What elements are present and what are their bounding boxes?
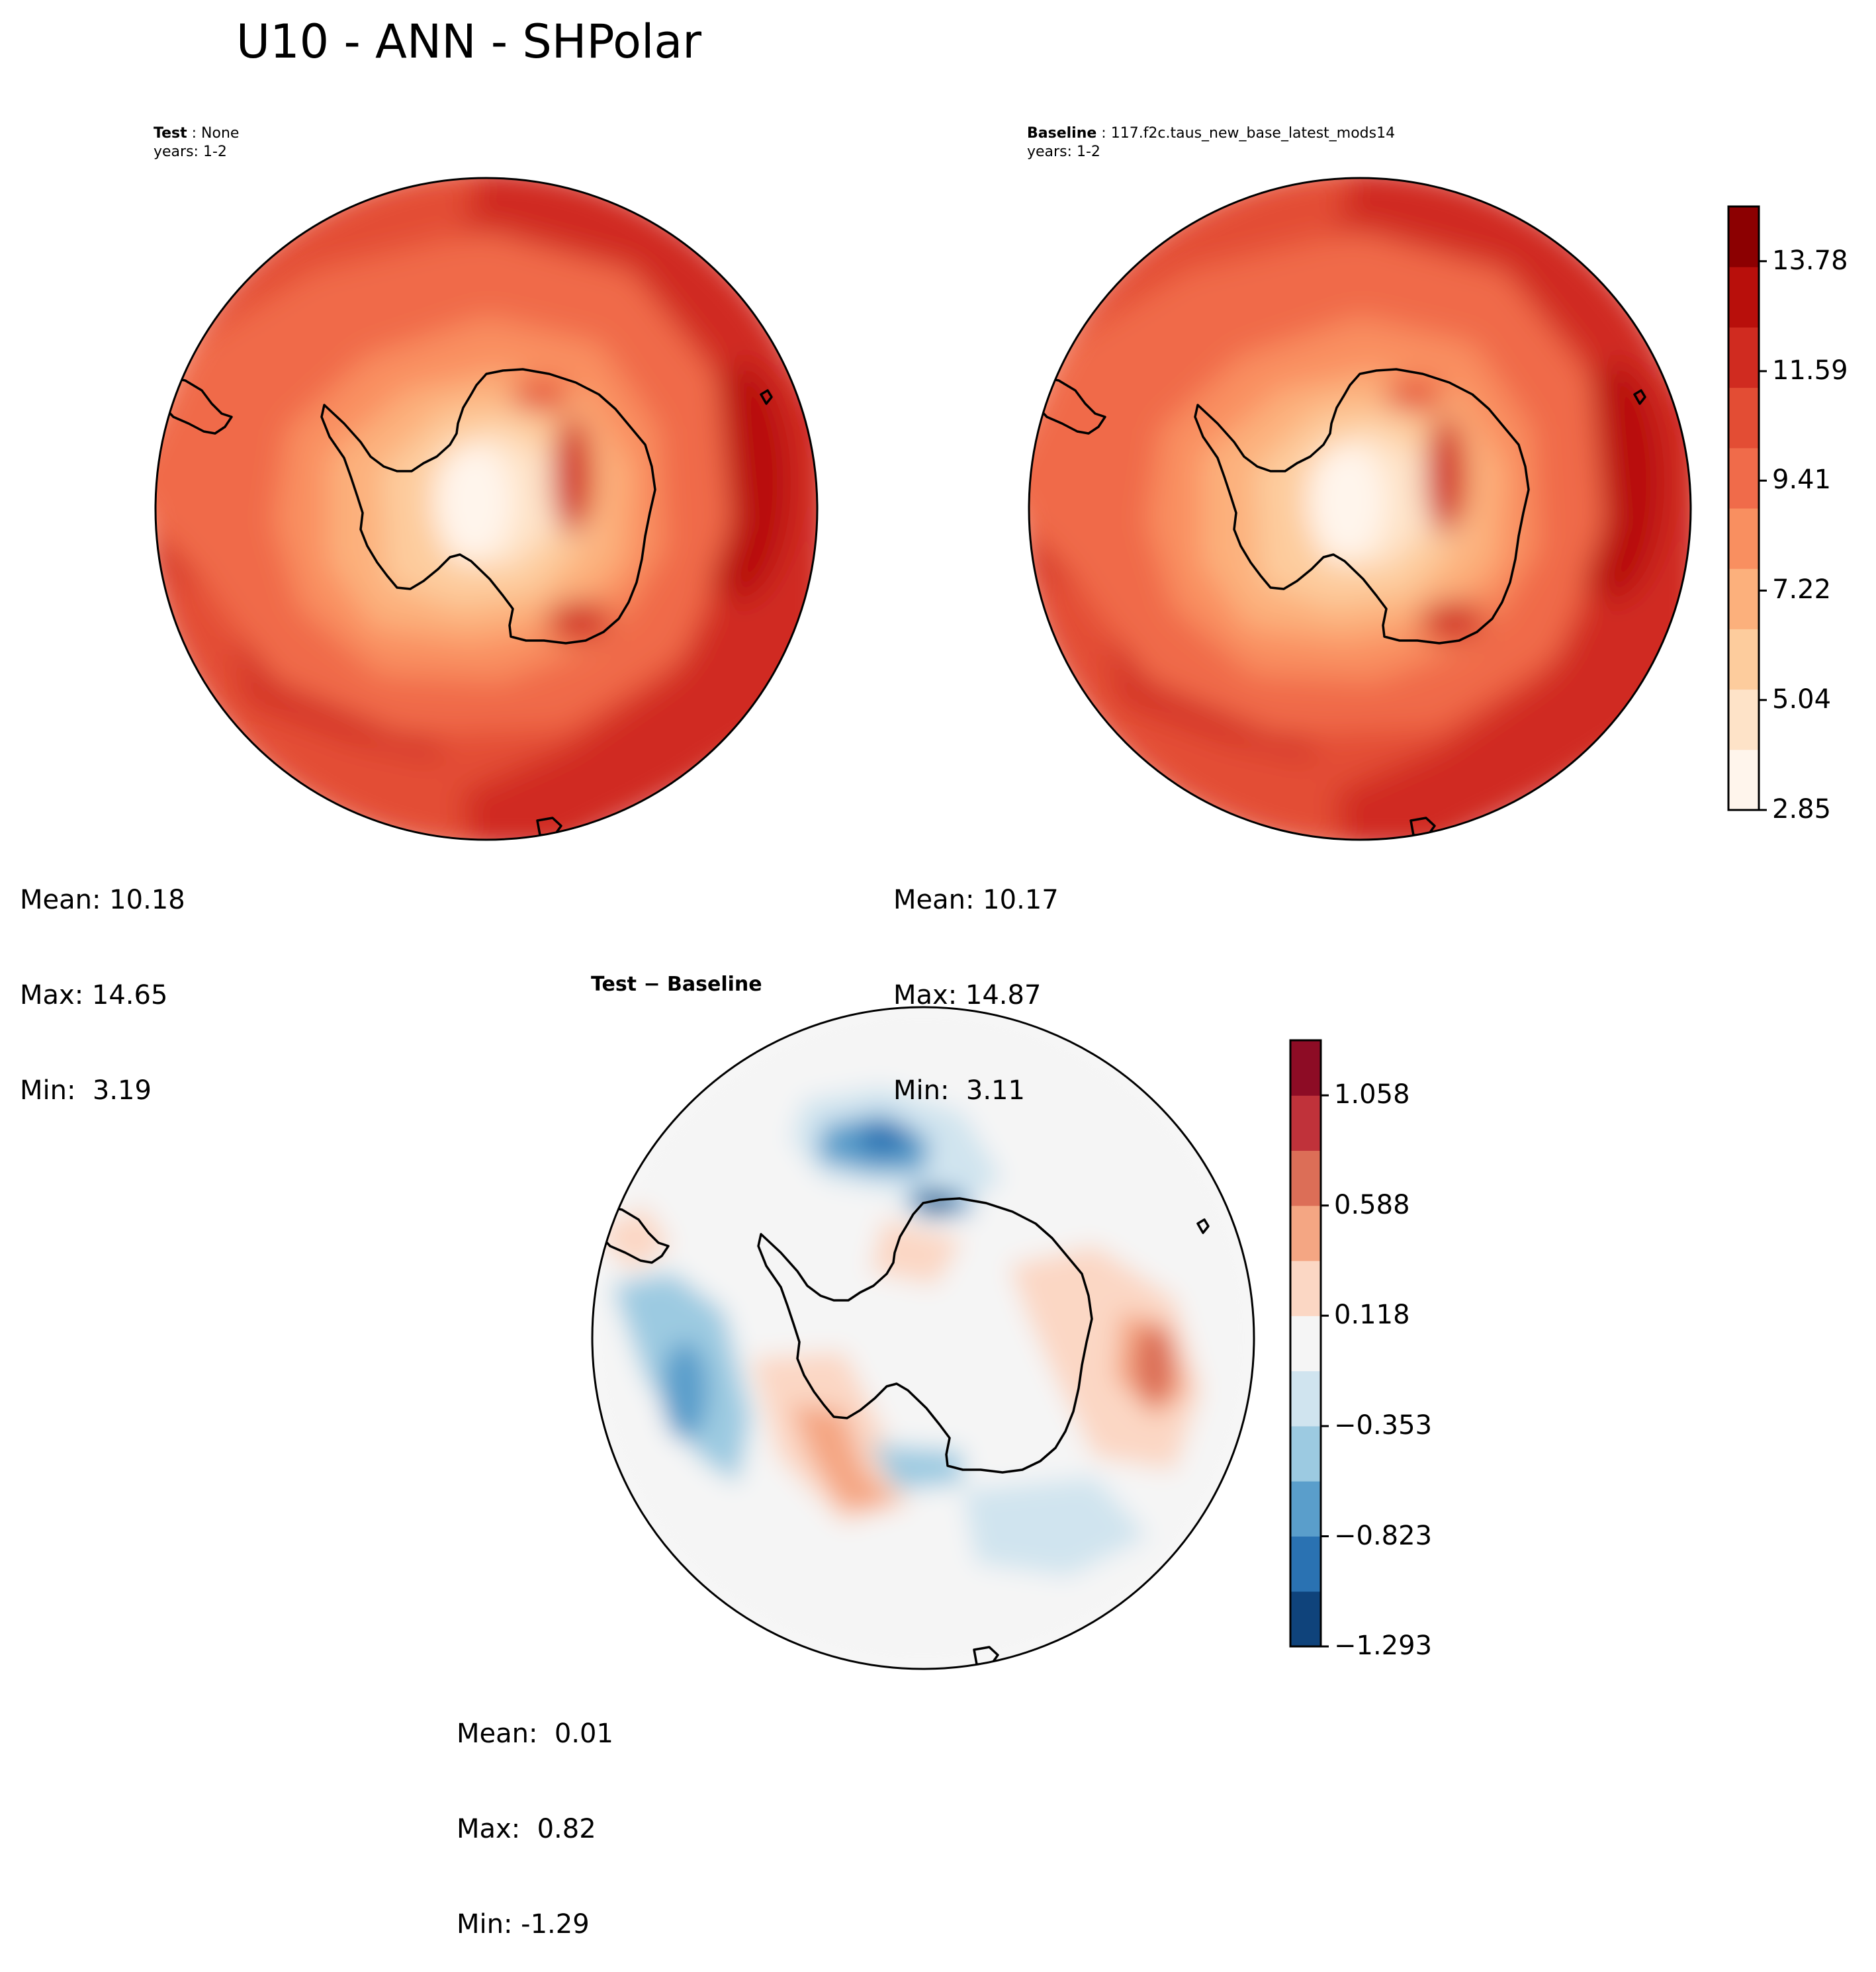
colorbar-segment [1290,1316,1321,1372]
diff-map [591,1006,1255,1670]
colorbar-segment [1290,1261,1321,1316]
colorbar-frame [1289,1039,1322,1648]
baseline-map [1028,177,1692,841]
test-min: Min: 3.19 [20,1075,152,1106]
colorbar-tick-label: 0.588 [1334,1189,1410,1220]
colorbar-tick-label: −0.823 [1334,1520,1433,1551]
test-map [154,177,819,841]
test-stats: Mean: 10.18 Max: 14.65 Min: 3.19 [20,821,185,1138]
baseline-min: Min: 3.11 [893,1075,1025,1106]
colorbar-u10 [1727,205,1767,811]
colorbar-tick-label: 11.59 [1772,355,1848,386]
diff-max: Max: 0.82 [457,1814,596,1844]
test-map-boundary [154,177,819,841]
colorbar-segment [1290,1150,1321,1206]
colorbar-diff [1289,1039,1329,1648]
colorbar-segment [1290,1591,1321,1647]
baseline-years: years: 1-2 [1027,144,1100,160]
colorbar-segment [1290,1370,1321,1427]
colorbar-segment [1290,1425,1321,1482]
colorbar-segment [1728,447,1759,509]
colorbar-segment [1728,327,1759,388]
colorbar-tick-label: 0.118 [1334,1300,1410,1331]
colorbar-segment [1728,568,1759,629]
colorbar-segment [1728,749,1759,811]
colorbar-tick-label: 9.41 [1772,465,1832,496]
test-years: years: 1-2 [154,144,227,160]
baseline-name: 117.f2c.taus_new_base_latest_mods14 [1110,125,1396,142]
colorbar-tick-label: −1.293 [1334,1631,1433,1661]
colorbar-tick-label: 2.85 [1772,794,1832,825]
colorbar-tick-label: 7.22 [1772,574,1832,605]
figure-canvas [154,177,1767,1670]
diff-stats: Mean: 0.01 Max: 0.82 Min: -1.29 [457,1654,613,1972]
colorbar-tick-label: −0.353 [1334,1410,1433,1441]
colorbar-segment [1728,267,1759,328]
test-mean: Mean: 10.18 [20,885,185,915]
diff-panel-title: Test − Baseline [591,973,762,996]
baseline-mean: Mean: 10.17 [893,885,1059,915]
colorbar-segment [1728,206,1759,267]
colorbar-segment [1728,508,1759,569]
test-max: Max: 14.65 [20,980,168,1010]
baseline-label: Baseline [1027,125,1097,142]
colorbar-segment [1290,1536,1321,1592]
baseline-max: Max: 14.87 [893,980,1042,1010]
diff-map-boundary [591,1006,1255,1670]
diff-min: Min: -1.29 [457,1909,590,1940]
colorbar-segment [1290,1040,1321,1096]
colorbar-segment [1290,1205,1321,1261]
test-name: None [201,125,240,142]
figure-title: U10 - ANN - SHPolar [236,15,702,69]
colorbar-tick-label: 13.78 [1772,245,1848,276]
colorbar-segment [1728,387,1759,449]
colorbar-frame [1727,205,1760,811]
colorbar-segment [1728,629,1759,690]
baseline-stats: Mean: 10.17 Max: 14.87 Min: 3.11 [893,821,1059,1138]
baseline-panel-title: Baseline : 117.f2c.taus_new_base_latest_… [1027,125,1396,160]
colorbar-tick-label: 1.058 [1334,1079,1410,1110]
test-label: Test [154,125,187,142]
baseline-map-boundary [1028,177,1692,841]
colorbar-segment [1728,689,1759,750]
colorbar-segment [1290,1481,1321,1537]
colorbar-tick-label: 5.04 [1772,684,1832,715]
diff-mean: Mean: 0.01 [457,1719,613,1749]
test-panel-title: Test : None years: 1-2 [154,125,240,160]
colorbar-segment [1290,1095,1321,1151]
